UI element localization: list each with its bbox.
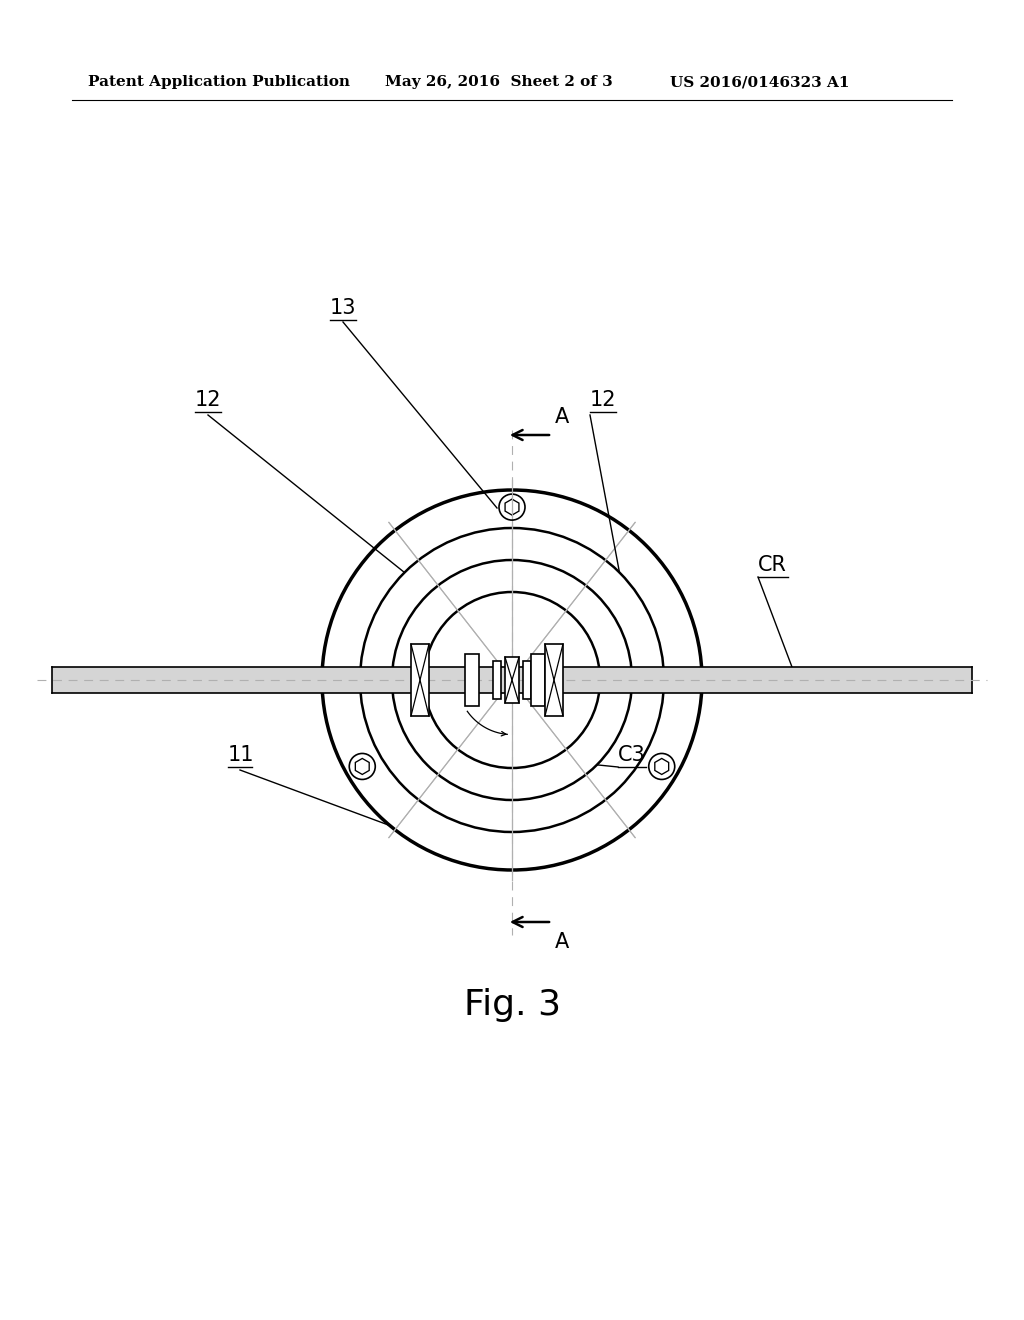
- Text: 12: 12: [195, 389, 221, 411]
- Text: A: A: [555, 407, 569, 426]
- Bar: [545, 644, 563, 715]
- Text: May 26, 2016  Sheet 2 of 3: May 26, 2016 Sheet 2 of 3: [385, 75, 612, 88]
- Bar: [531, 653, 545, 706]
- Bar: [493, 661, 501, 700]
- Text: A: A: [555, 932, 569, 952]
- Text: Fig. 3: Fig. 3: [464, 987, 560, 1022]
- Bar: [465, 653, 479, 706]
- Text: US 2016/0146323 A1: US 2016/0146323 A1: [670, 75, 850, 88]
- Bar: [52, 667, 972, 693]
- Text: Patent Application Publication: Patent Application Publication: [88, 75, 350, 88]
- Bar: [411, 644, 429, 715]
- Text: C3: C3: [618, 744, 646, 766]
- Text: CR: CR: [758, 554, 786, 576]
- Text: 12: 12: [590, 389, 616, 411]
- Text: 11: 11: [228, 744, 255, 766]
- Text: 13: 13: [330, 298, 356, 318]
- Bar: [505, 657, 519, 704]
- Bar: [523, 661, 531, 700]
